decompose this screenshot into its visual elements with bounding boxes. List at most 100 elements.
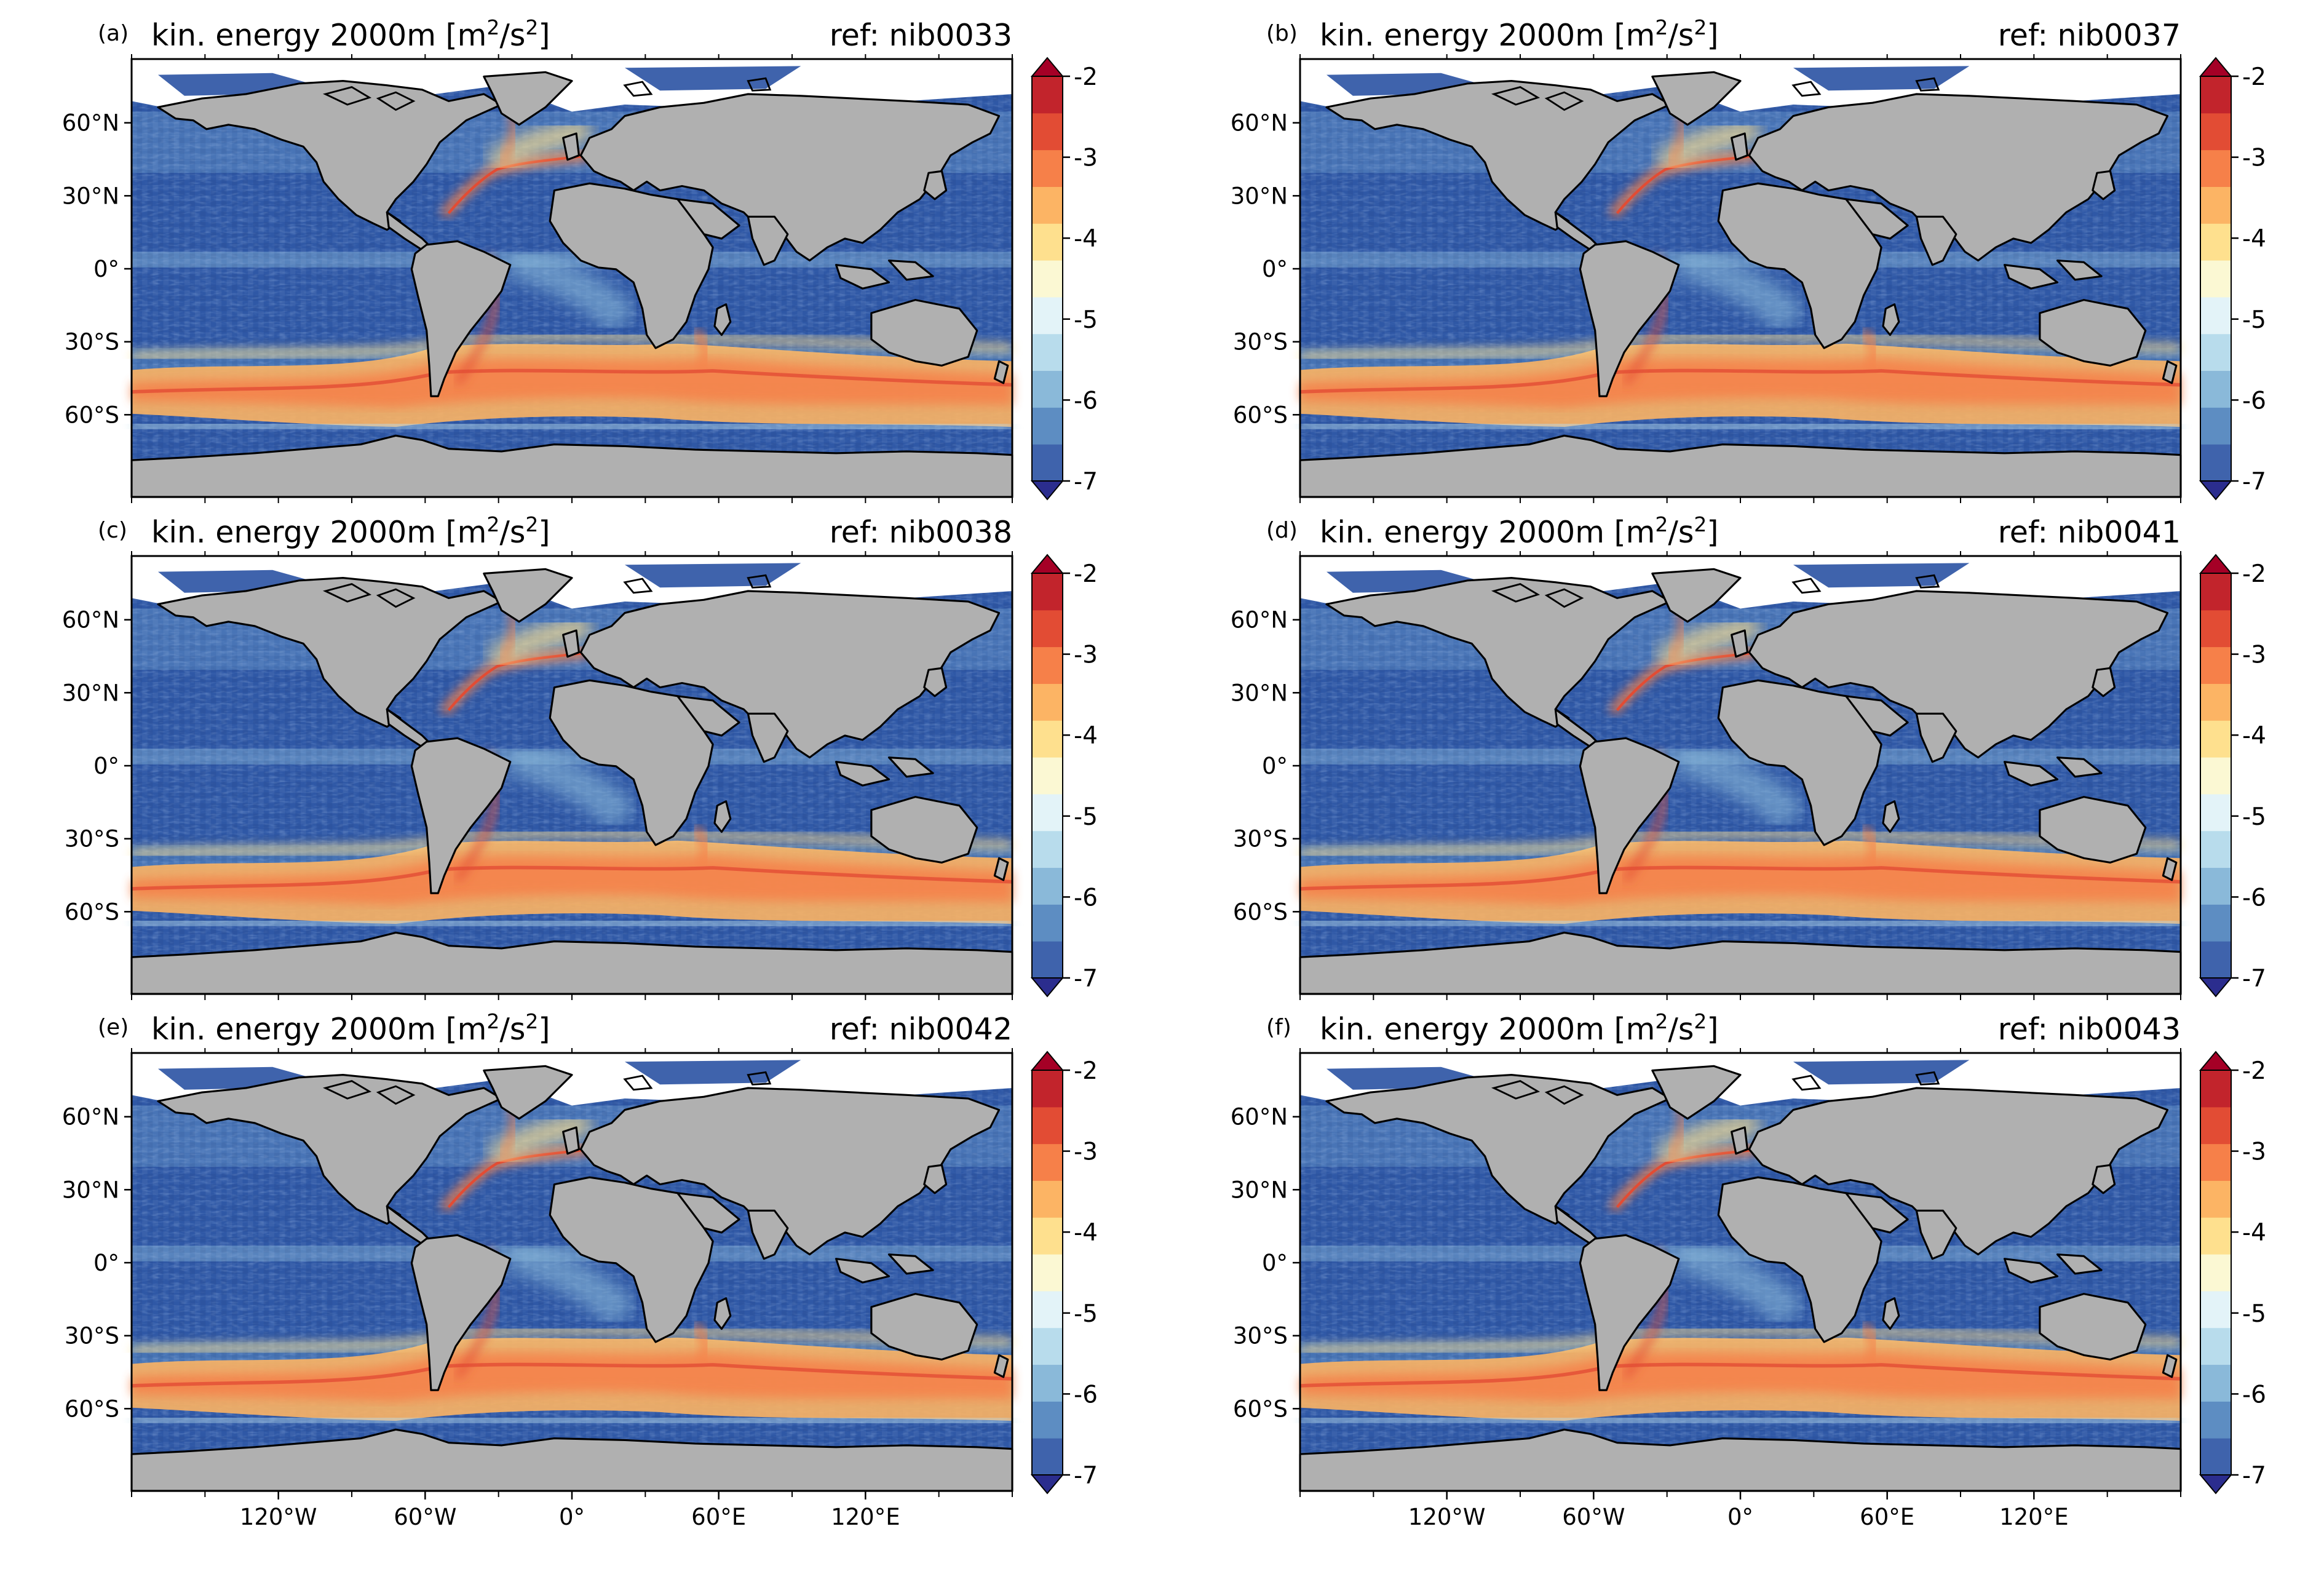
colorbar-tick-label: -4 bbox=[2242, 1219, 2266, 1247]
world-map bbox=[1300, 59, 2181, 497]
colorbar-segment bbox=[1032, 333, 1063, 371]
title-unit: /s bbox=[499, 1012, 525, 1047]
lat-tick-label: 60°S bbox=[65, 899, 119, 925]
colorbar-extend-high bbox=[1030, 1051, 1065, 1071]
colorbar-tick-label: -3 bbox=[1074, 642, 1098, 669]
colorbar-segment bbox=[1032, 149, 1063, 187]
colorbar-segment bbox=[1032, 1254, 1063, 1292]
lon-tick-label: 60°W bbox=[1562, 1504, 1625, 1530]
colorbar-segment bbox=[2200, 573, 2231, 611]
colorbar-segment bbox=[2200, 941, 2231, 979]
lon-tick-label: 120°W bbox=[1408, 1504, 1486, 1530]
title-close: ] bbox=[538, 1012, 550, 1047]
colorbar-segment bbox=[1032, 407, 1063, 445]
panel-title: kin. energy 2000m [m2/s2] bbox=[1320, 15, 1719, 53]
colorbar-segment bbox=[1032, 720, 1063, 758]
colorbar: -2 -3 -4 -5 -6 -7 bbox=[2199, 554, 2266, 998]
title-close: ] bbox=[1707, 18, 1718, 53]
title-close: ] bbox=[538, 515, 550, 550]
colorbar-tick-label: -5 bbox=[2242, 803, 2266, 831]
title-sup: 2 bbox=[525, 1009, 538, 1033]
colorbar-extend-low bbox=[2199, 480, 2233, 501]
colorbar-extend-low bbox=[1030, 977, 1065, 998]
colorbar-tick-label: -6 bbox=[2242, 884, 2266, 912]
panel-title: kin. energy 2000m [m2/s2] bbox=[151, 512, 550, 550]
colorbar-tick-label: -3 bbox=[2242, 1138, 2266, 1166]
colorbar-segment bbox=[2200, 1254, 2231, 1292]
map-panel: (f) kin. energy 2000m [m2/s2] ref: nib0043… bbox=[1231, 1009, 2266, 1530]
colorbar-tick-label: -7 bbox=[2242, 1462, 2266, 1490]
colorbar-segment bbox=[2200, 1290, 2231, 1329]
title-sup: 2 bbox=[486, 15, 499, 39]
colorbar-segment bbox=[2200, 1438, 2231, 1476]
colorbar-extend-low bbox=[1030, 480, 1065, 501]
colorbar-segment bbox=[1032, 683, 1063, 721]
colorbar-segment bbox=[1032, 1401, 1063, 1439]
title-unit: /s bbox=[499, 18, 525, 53]
colorbar-tick-label: -2 bbox=[1074, 560, 1098, 588]
lat-tick-label: 0° bbox=[1262, 1250, 1288, 1276]
colorbar-segment bbox=[2200, 149, 2231, 187]
lon-tick-label: 120°W bbox=[240, 1504, 317, 1530]
lat-tick-label: 30°S bbox=[1233, 826, 1288, 852]
colorbar-tick-label: -3 bbox=[2242, 642, 2266, 669]
colorbar-tick-label: -3 bbox=[1074, 145, 1098, 172]
map-panel: (a) kin. energy 2000m [m2/s2] ref: nib0033… bbox=[62, 15, 1098, 503]
lat-tick-label: 60°S bbox=[1233, 1396, 1288, 1422]
colorbar-tick-label: -7 bbox=[2242, 965, 2266, 993]
lat-tick-label: 30°S bbox=[65, 329, 119, 356]
colorbar-segment bbox=[1032, 370, 1063, 408]
colorbar-segment bbox=[2200, 830, 2231, 868]
colorbar-extend-high bbox=[2199, 1051, 2233, 1071]
lon-tick-label: 0° bbox=[1727, 1504, 1753, 1530]
colorbar-segment bbox=[2200, 260, 2231, 298]
colorbar-segment bbox=[1032, 1106, 1063, 1145]
lat-tick-label: 60°S bbox=[65, 402, 119, 428]
colorbar-segment bbox=[2200, 370, 2231, 408]
title-close: ] bbox=[538, 18, 550, 53]
colorbar-extend-high bbox=[2199, 57, 2233, 77]
world-map bbox=[132, 59, 1012, 497]
colorbar-tick-label: -2 bbox=[2242, 1057, 2266, 1085]
colorbar-tick-label: -5 bbox=[1074, 306, 1098, 334]
colorbar-tick-label: -5 bbox=[2242, 1300, 2266, 1328]
lat-tick-label: 60°N bbox=[62, 110, 119, 137]
colorbar-segment bbox=[2200, 1106, 2231, 1145]
colorbar-segment bbox=[1032, 573, 1063, 611]
colorbar-segment bbox=[2200, 76, 2231, 114]
title-main: kin. energy 2000m [m bbox=[1320, 18, 1655, 53]
colorbar: -2 -3 -4 -5 -6 -7 bbox=[2199, 1051, 2266, 1495]
colorbar-segment bbox=[1032, 867, 1063, 905]
colorbar-tick-label: -2 bbox=[1074, 1057, 1098, 1085]
title-sup: 2 bbox=[486, 512, 499, 536]
colorbar-segment bbox=[1032, 757, 1063, 795]
colorbar-segment bbox=[1032, 1180, 1063, 1218]
colorbar-segment bbox=[2200, 1401, 2231, 1439]
colorbar-tick-label: -5 bbox=[1074, 803, 1098, 831]
lat-tick-label: 30°N bbox=[1231, 183, 1288, 209]
lat-tick-label: 0° bbox=[1262, 256, 1288, 282]
panel-letter: (c) bbox=[98, 518, 127, 543]
colorbar-segment bbox=[2200, 683, 2231, 721]
title-unit: /s bbox=[499, 515, 525, 550]
colorbar-segment bbox=[1032, 76, 1063, 114]
panel-ref: ref: nib0043 bbox=[1998, 1012, 2181, 1047]
colorbar-tick-label: -7 bbox=[2242, 468, 2266, 496]
lat-tick-label: 60°N bbox=[1231, 110, 1288, 137]
colorbar-extend-high bbox=[2199, 554, 2233, 574]
colorbar-extend-low bbox=[2199, 1474, 2233, 1495]
lon-tick-label: 120°E bbox=[1999, 1504, 2069, 1530]
title-unit: /s bbox=[1668, 1012, 1694, 1047]
lat-tick-label: 30°N bbox=[1231, 680, 1288, 706]
title-sup: 2 bbox=[1694, 15, 1707, 39]
world-map bbox=[1300, 1053, 2181, 1491]
colorbar-segment bbox=[1032, 444, 1063, 482]
lat-tick-label: 60°N bbox=[62, 607, 119, 634]
colorbar-tick-label: -2 bbox=[2242, 63, 2266, 91]
lat-tick-label: 60°S bbox=[1233, 899, 1288, 925]
colorbar-tick-label: -5 bbox=[1074, 1300, 1098, 1328]
title-main: kin. energy 2000m [m bbox=[1320, 1012, 1655, 1047]
colorbar-segment bbox=[2200, 1070, 2231, 1108]
title-close: ] bbox=[1707, 515, 1718, 550]
panel-ref: ref: nib0038 bbox=[830, 515, 1012, 550]
